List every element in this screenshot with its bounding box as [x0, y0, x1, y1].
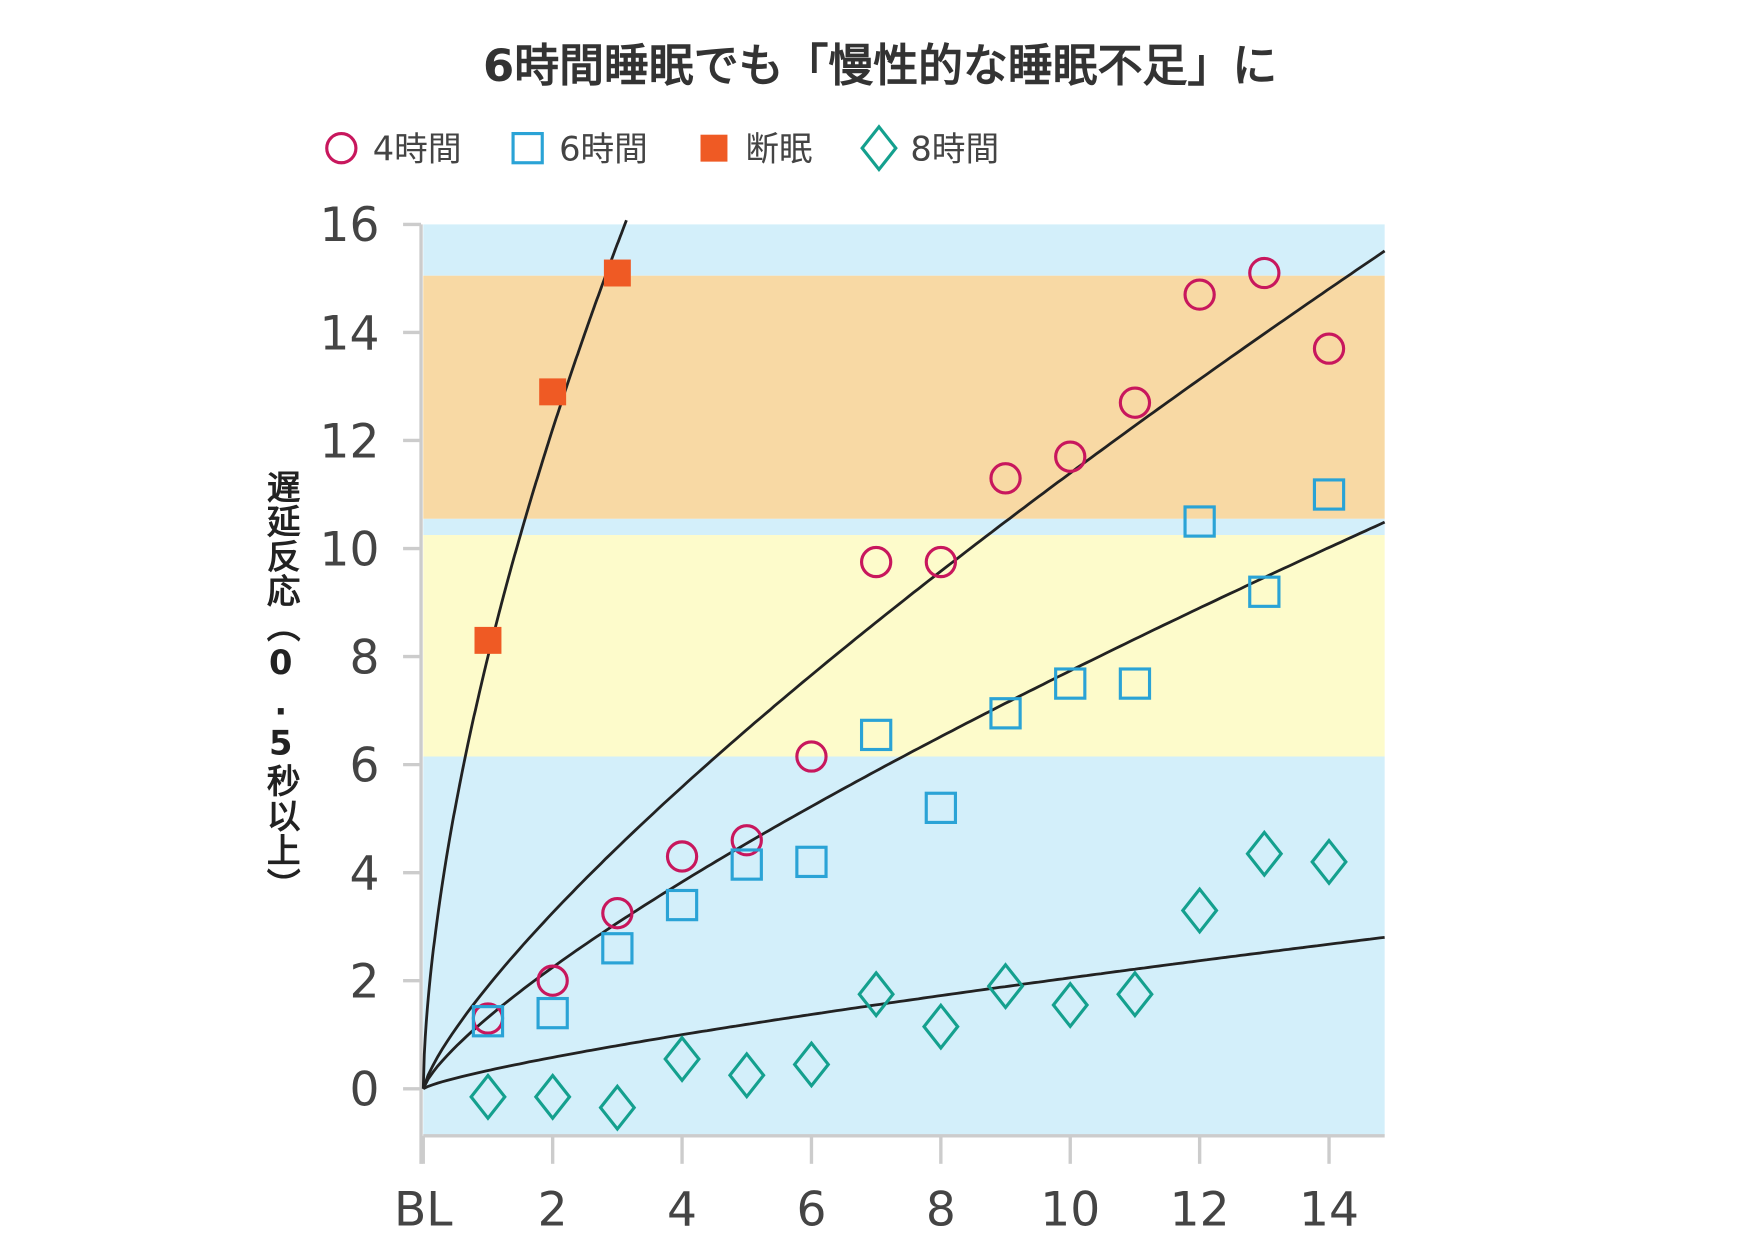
x-tick-label: 6: [796, 1183, 826, 1238]
legend-marker-icon: [700, 134, 728, 162]
x-tick-label: 12: [1170, 1183, 1230, 1238]
legend-label: 6時間: [559, 130, 648, 169]
y-tick-label: 2: [350, 955, 380, 1010]
fit-curve-4時間: [421, 249, 1386, 1090]
x-tick-label: 10: [1040, 1183, 1100, 1238]
legend: 4時間 6時間 断眠 8時間: [325, 124, 999, 173]
data-point: [1054, 440, 1087, 473]
data-point: [1312, 332, 1346, 365]
fit-curves: [421, 219, 1386, 1091]
data-point: [1180, 886, 1219, 935]
data-point: [1116, 970, 1154, 1019]
x-tick-label: 14: [1299, 1183, 1359, 1238]
data-point: [469, 1072, 507, 1121]
data-point: [922, 1002, 960, 1051]
data-points: [469, 256, 1348, 1132]
data-point: [1118, 386, 1152, 419]
data-point: [601, 932, 634, 965]
legend-label: 8時間: [910, 130, 999, 169]
data-point: [795, 740, 828, 773]
data-point: [1248, 256, 1281, 290]
fit-curve-6時間: [422, 520, 1386, 1090]
data-point: [1183, 278, 1216, 311]
data-point: [1054, 667, 1087, 700]
band: [423, 756, 1385, 1136]
axes: 0 2 4 6 8 10 12 14 16 BL 2 4 6 8 10 12 14: [320, 198, 1385, 1238]
fit-curve-8時間: [422, 935, 1385, 1091]
y-tick-label: 8: [350, 630, 380, 685]
band: [423, 275, 1385, 519]
data-point: [536, 964, 569, 997]
y-tick-label: 14: [320, 306, 380, 361]
y-tick-label: 0: [350, 1063, 380, 1118]
legend-marker-icon: [511, 131, 544, 165]
data-point: [665, 888, 699, 922]
chart-title: 6時間睡眠でも「慢性的な睡眠不足」に: [483, 39, 1277, 92]
band: [423, 518, 1385, 536]
data-point: [1312, 478, 1346, 511]
band: [423, 535, 1385, 757]
y-tick-label: 4: [350, 847, 380, 902]
x-tick-label: 2: [538, 1183, 568, 1238]
y-tick-label: 16: [320, 198, 380, 253]
x-tick-label: 4: [667, 1183, 697, 1238]
x-tick-label: BL: [394, 1183, 453, 1238]
data-point: [1310, 838, 1348, 886]
legend-marker-icon: [860, 124, 898, 173]
data-point: [924, 791, 958, 825]
data-point: [1183, 505, 1216, 538]
data-point: [1245, 829, 1284, 878]
y-axis-label: 遅延反応（0.5秒以上）: [261, 469, 300, 903]
data-point: [727, 1051, 766, 1100]
x-tick-label: 8: [926, 1183, 956, 1238]
data-point: [730, 824, 763, 857]
y-tick-label: 10: [320, 522, 380, 577]
y-tick-label: 6: [350, 738, 380, 793]
data-point: [598, 1083, 637, 1132]
data-point: [795, 845, 828, 879]
legend-marker-icon: [325, 131, 358, 165]
data-point: [1118, 667, 1152, 700]
legend-label: 4時間: [373, 130, 462, 169]
fit-curve-断眠: [421, 219, 628, 1089]
data-point: [859, 718, 893, 752]
data-point: [471, 1005, 505, 1038]
data-point: [1051, 981, 1090, 1029]
data-point: [1248, 575, 1281, 608]
data-point: [859, 545, 893, 579]
data-point: [474, 626, 502, 654]
data-point: [536, 996, 569, 1030]
data-point: [663, 1035, 701, 1083]
data-point: [665, 840, 699, 873]
data-point: [857, 970, 895, 1019]
data-point: [533, 1072, 572, 1121]
data-point: [924, 545, 958, 579]
data-point: [603, 259, 631, 287]
data-point: [539, 378, 567, 406]
data-point: [989, 462, 1022, 495]
data-point: [989, 697, 1022, 730]
legend-label: 断眠: [745, 130, 812, 169]
band: [423, 224, 1385, 276]
data-point: [601, 897, 634, 930]
y-tick-label: 12: [320, 414, 380, 469]
data-point: [792, 1040, 831, 1089]
data-point: [986, 962, 1025, 1010]
data-point: [730, 848, 763, 881]
